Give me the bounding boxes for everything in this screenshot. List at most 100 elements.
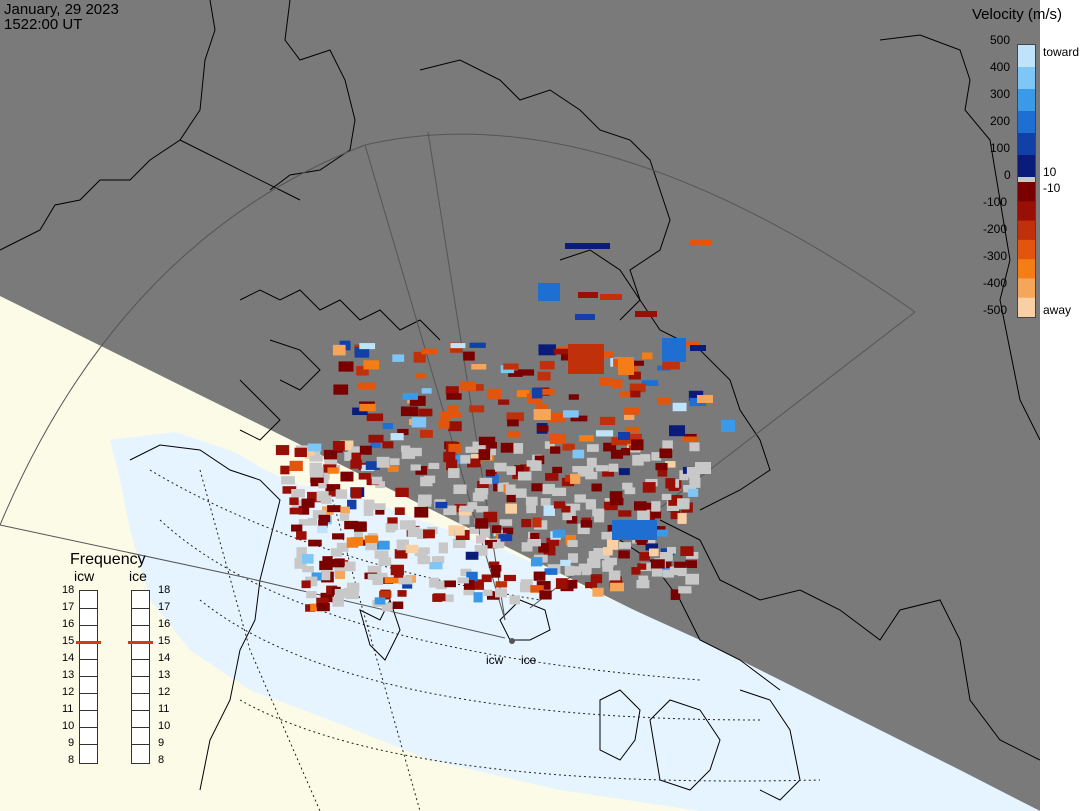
scatter-cell xyxy=(389,458,400,466)
frequency-number: 17 xyxy=(62,601,75,613)
scatter-cell xyxy=(553,348,569,355)
scatter-cell xyxy=(546,537,560,546)
colorbar-away-segment xyxy=(1018,201,1035,222)
scatter-cell xyxy=(372,576,384,586)
scatter-cell xyxy=(651,501,661,512)
colorbar-tick: -300 xyxy=(983,249,1008,263)
frequency-gridline xyxy=(80,727,97,728)
scatter-cell xyxy=(323,449,338,460)
scatter-cell xyxy=(406,520,416,531)
scatter-cell xyxy=(478,449,491,461)
frequency-gridline xyxy=(132,693,149,694)
scatter-cell xyxy=(565,243,610,249)
scatter-cell xyxy=(327,467,339,474)
frequency-number: 13 xyxy=(158,669,171,681)
scatter-cell xyxy=(363,499,375,509)
scatter-cell xyxy=(525,496,538,506)
backscatter-cells xyxy=(275,240,735,612)
scatter-cell xyxy=(374,597,386,605)
scatter-cell xyxy=(351,452,361,464)
scatter-cell xyxy=(677,503,690,510)
scatter-cell xyxy=(656,397,671,405)
scatter-cell xyxy=(661,553,673,561)
coastlines xyxy=(0,0,1040,801)
scatter-cell xyxy=(599,416,616,425)
scatter-cell xyxy=(318,519,328,528)
scatter-cell xyxy=(307,443,322,452)
away-label: away xyxy=(1043,303,1072,317)
scatter-cell xyxy=(280,465,290,475)
scatter-cell xyxy=(526,505,536,514)
scatter-cell xyxy=(570,473,581,484)
scatter-cell xyxy=(350,459,362,469)
scatter-cell xyxy=(593,547,608,556)
frequency-gridline xyxy=(132,608,149,609)
scatter-cell xyxy=(413,351,426,363)
scatter-cell xyxy=(585,471,598,480)
scatter-cell xyxy=(604,557,617,566)
scatter-cell xyxy=(624,487,636,495)
scatter-cell xyxy=(488,561,500,568)
scatter-cell xyxy=(470,579,484,590)
scatter-cell xyxy=(603,442,617,452)
scatter-cell xyxy=(469,342,486,348)
scatter-cell xyxy=(410,464,421,471)
scatter-cell xyxy=(440,411,452,420)
scatter-cell xyxy=(631,439,644,451)
colorbar-tick: 400 xyxy=(990,60,1011,74)
scatter-cell xyxy=(595,465,609,472)
scatter-cell xyxy=(448,421,462,432)
scatter-cell xyxy=(378,557,392,566)
scatter-cell xyxy=(428,462,440,470)
scatter-cell xyxy=(400,445,411,452)
scatter-cell xyxy=(637,563,647,570)
frequency-number: 16 xyxy=(158,618,171,630)
frequency-scale-icw xyxy=(76,590,101,764)
scatter-cell xyxy=(600,294,622,300)
scatter-cell xyxy=(669,566,681,576)
scatter-cell xyxy=(322,556,333,564)
scatter-cell xyxy=(346,537,359,548)
scatter-cell xyxy=(307,518,318,526)
scatter-cell xyxy=(407,526,420,537)
scatter-cell xyxy=(307,491,321,503)
scatter-cell xyxy=(662,440,673,450)
scatter-cell xyxy=(332,440,345,451)
scatter-cell xyxy=(679,470,689,481)
scatter-cell xyxy=(448,443,462,453)
scatter-cell xyxy=(447,405,459,413)
frequency-number: 10 xyxy=(158,720,171,732)
scatter-cell xyxy=(392,601,404,609)
scatter-cell xyxy=(638,575,649,582)
scatter-cell xyxy=(305,576,318,587)
scatter-cell xyxy=(465,551,479,560)
scatter-cell xyxy=(423,529,435,539)
scatter-cell xyxy=(690,240,712,246)
scatter-cell xyxy=(382,423,394,430)
scatter-cell xyxy=(294,447,307,458)
scatter-cell xyxy=(463,351,475,361)
frequency-number: 15 xyxy=(158,635,171,647)
scatter-cell xyxy=(567,540,578,548)
scatter-cell xyxy=(687,488,699,497)
scatter-cell xyxy=(400,406,419,417)
scatter-cell xyxy=(333,384,349,395)
scatter-cell xyxy=(466,571,478,582)
scatter-cell xyxy=(390,433,404,441)
scatter-cell xyxy=(457,577,469,584)
scatter-cell xyxy=(330,548,343,557)
scatter-cell xyxy=(486,445,496,456)
scatter-cell xyxy=(485,539,498,549)
scatter-cell xyxy=(631,567,641,575)
scatter-cell xyxy=(446,393,462,400)
scatter-cell xyxy=(539,590,552,600)
scatter-cell xyxy=(291,524,303,532)
colorbar-tick: 500 xyxy=(990,33,1011,47)
scatter-cell xyxy=(418,408,433,417)
scatter-cell xyxy=(574,494,586,503)
colorbar-away-segment xyxy=(1018,259,1035,279)
scatter-cell xyxy=(660,561,672,569)
colorbar-toward-segment xyxy=(1018,89,1035,112)
scatter-cell xyxy=(669,425,686,437)
scatter-cell xyxy=(610,582,625,592)
